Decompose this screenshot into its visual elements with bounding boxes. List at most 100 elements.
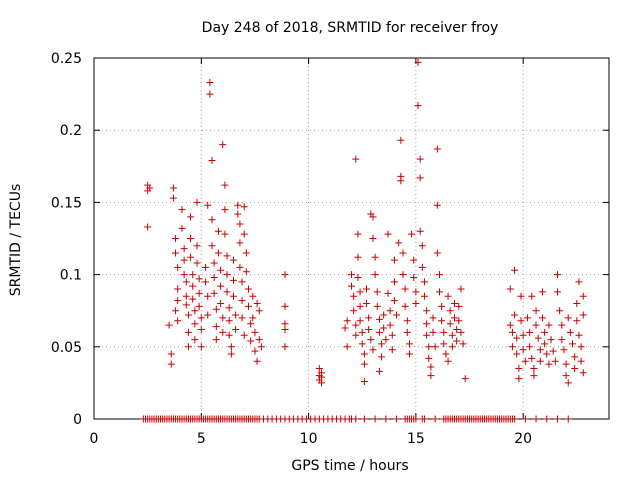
data-point [191,336,199,344]
data-point [393,311,401,319]
data-point [223,288,231,296]
data-point [184,328,192,336]
data-point [210,273,218,281]
data-point [541,328,549,336]
data-point [444,357,452,365]
data-point [360,350,368,358]
data-point [423,331,431,339]
data-point [423,320,431,328]
data-point [193,242,201,250]
data-point [210,289,218,297]
data-point [375,367,383,375]
y-tick-label: 0.2 [60,123,82,139]
data-point [425,354,433,362]
data-point [573,317,581,325]
data-point [528,292,536,300]
data-point [384,230,392,238]
data-point [526,328,534,336]
data-point [457,328,465,336]
data-point [573,299,581,307]
data-point [363,285,371,293]
data-point [526,343,534,351]
data-point [388,331,396,339]
data-point [517,292,525,300]
data-point [180,245,188,253]
data-point [219,328,227,336]
data-point [564,314,572,322]
data-point [438,302,446,310]
data-point [214,249,222,257]
data-point [455,302,463,310]
data-point [146,184,154,192]
tick-layer: 0 5 10 15 20 0 0.05 0.1 0.15 0.2 0.25 [51,51,609,447]
data-point [174,263,182,271]
x-tick-label: 10 [300,431,318,447]
data-point [547,336,555,344]
x-axis-label: GPS time / hours [291,458,408,474]
data-point [281,343,289,351]
data-point [558,321,566,329]
data-point [380,324,388,332]
data-point [435,288,443,296]
data-point [423,307,431,315]
data-point [206,90,214,98]
data-point [178,224,186,232]
data-point [180,256,188,264]
data-point [187,235,195,242]
data-point [193,259,201,267]
data-point [358,328,366,336]
data-point [382,336,390,344]
data-point [253,357,261,365]
data-point [431,415,439,423]
data-point [204,292,212,300]
y-axis-label: SRMTID / TECUs [8,184,24,297]
data-point [229,276,237,284]
data-point [433,201,441,209]
data-point [281,302,289,310]
data-point [382,415,390,423]
data-point [242,249,250,257]
data-point [217,282,225,290]
data-point [360,360,368,368]
data-point [564,379,572,387]
data-point [249,292,257,300]
data-point [541,340,549,348]
data-point [579,369,587,377]
data-point [206,79,214,87]
data-point [388,346,396,354]
data-point [427,372,435,380]
data-point [408,230,416,238]
data-point [399,271,407,279]
data-point [386,307,394,315]
data-point [371,253,379,261]
data-point [234,210,242,218]
data-point [195,289,203,297]
data-point [189,271,197,279]
data-point [247,320,255,328]
data-point [420,278,428,286]
data-point [255,307,263,315]
data-point [197,325,205,333]
data-point [517,317,525,325]
data-point [184,311,192,319]
data-point [229,256,237,264]
data-point [414,58,422,66]
data-point [530,372,538,380]
data-point [549,347,557,355]
data-point [390,297,398,305]
data-point [236,239,244,247]
data-point [438,317,446,325]
data-point [564,415,572,423]
data-point [378,353,386,361]
data-point [236,220,244,228]
data-point [451,299,458,307]
data-point [180,271,188,279]
data-point [545,321,553,329]
data-point [367,336,375,344]
data-point [172,249,180,257]
data-point [410,256,418,264]
data-point [212,305,220,313]
data-point [360,415,368,423]
data-point [245,302,252,310]
data-point [189,295,197,303]
